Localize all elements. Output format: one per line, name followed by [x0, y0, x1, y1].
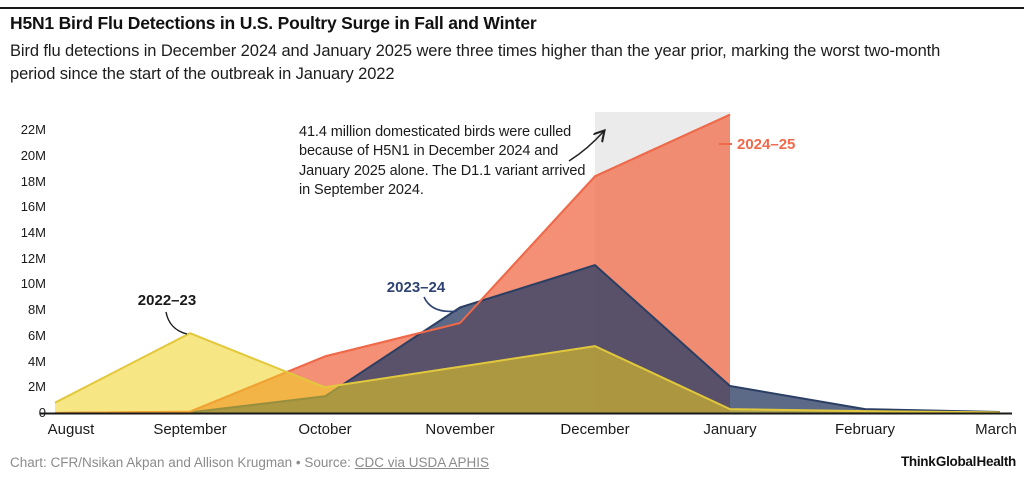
x-axis-label: December: [560, 421, 630, 438]
series-label-2022-23: 2022–23: [137, 292, 197, 309]
y-tick-label: 2M: [27, 379, 46, 395]
x-axis-label: August: [47, 421, 95, 438]
x-axis-label: October: [298, 421, 352, 438]
x-axis-label: September: [153, 421, 227, 438]
y-tick-label: 22M: [20, 122, 46, 137]
area-2023-24: [55, 265, 1000, 413]
chart-title: H5N1 Bird Flu Detections in U.S. Poultry…: [10, 13, 537, 33]
series-label-2024-25: 2024–25: [737, 136, 796, 153]
x-axis-label: January: [703, 421, 757, 438]
annotation-line-4: in September 2024.: [299, 182, 424, 199]
annotation-line-2: because of H5N1 in December 2024 and: [299, 143, 559, 160]
y-tick-label: 0: [38, 405, 46, 420]
subtitle-line-2: period since the start of the outbreak i…: [10, 65, 395, 83]
annotation-line-1: 41.4 million domesticated birds were cul…: [299, 124, 572, 140]
y-tick-label: 18M: [20, 173, 46, 189]
series-label-2023-24: 2023–24: [386, 279, 446, 296]
top-border-rule: [0, 7, 1024, 9]
y-tick-label: 16M: [20, 199, 46, 215]
y-tick-label: 8M: [27, 302, 46, 318]
y-tick-label: 12M: [20, 250, 46, 266]
y-tick-label: 14M: [20, 224, 46, 240]
annotation-text: 41.4 million domesticated birds were cul…: [299, 123, 585, 201]
x-axis-label: November: [425, 421, 495, 438]
footer-source-label: Source:: [304, 455, 351, 470]
leader-line-2022-23: [165, 311, 188, 335]
footer-credit: Chart: CFR/Nsikan Akpan and Allison Krug…: [10, 455, 293, 470]
footer-credit-line: Chart: CFR/Nsikan Akpan and Allison Krug…: [10, 455, 489, 470]
annotation-line-3: January 2025 alone. The D1.1 variant arr…: [299, 162, 586, 179]
x-axis-label: February: [834, 421, 896, 438]
annotation-arrow: [568, 131, 604, 162]
area-2022-23: [55, 333, 1000, 413]
line-2022-23: [54, 332, 1001, 414]
footer-separator: •: [295, 455, 301, 470]
x-axis-label: March: [975, 421, 1017, 438]
y-tick-label: 4M: [27, 353, 46, 369]
footer-brand: Think Global Health: [900, 454, 1016, 469]
footer-source-link[interactable]: CDC via USDA APHIS: [354, 455, 489, 470]
subtitle-line-1: Bird flu detections in December 2024 and…: [10, 42, 941, 60]
y-tick-label: 6M: [27, 327, 46, 343]
y-tick-label: 10M: [20, 276, 46, 292]
y-tick-label: 20M: [20, 147, 46, 163]
chart-subtitle: Bird flu detections in December 2024 and…: [10, 40, 940, 86]
leader-line-2023-24: [423, 296, 458, 313]
